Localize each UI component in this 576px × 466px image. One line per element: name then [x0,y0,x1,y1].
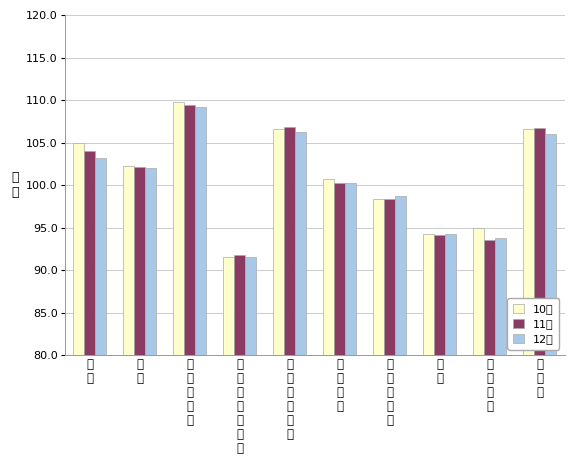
Bar [273,129,285,466]
Bar [234,255,245,466]
Bar [535,128,545,466]
Bar [495,238,506,466]
Bar [423,234,434,466]
Bar [84,151,95,466]
Y-axis label: 指
数: 指 数 [11,171,18,199]
Bar [223,257,234,466]
Bar [434,235,445,466]
Bar [384,199,395,466]
Bar [123,166,134,466]
Bar [545,134,556,466]
Bar [95,158,106,466]
Bar [173,102,184,466]
Bar [524,129,535,466]
Bar [473,228,484,466]
Bar [285,127,295,466]
Bar [295,131,306,466]
Legend: 10月, 11月, 12月: 10月, 11月, 12月 [507,298,559,350]
Bar [373,199,384,466]
Bar [73,143,84,466]
Bar [245,257,256,466]
Bar [134,167,145,466]
Bar [395,196,406,466]
Bar [184,105,195,466]
Bar [345,184,357,466]
Bar [334,183,345,466]
Bar [195,107,206,466]
Bar [145,168,156,466]
Bar [323,179,334,466]
Bar [484,240,495,466]
Bar [445,234,456,466]
